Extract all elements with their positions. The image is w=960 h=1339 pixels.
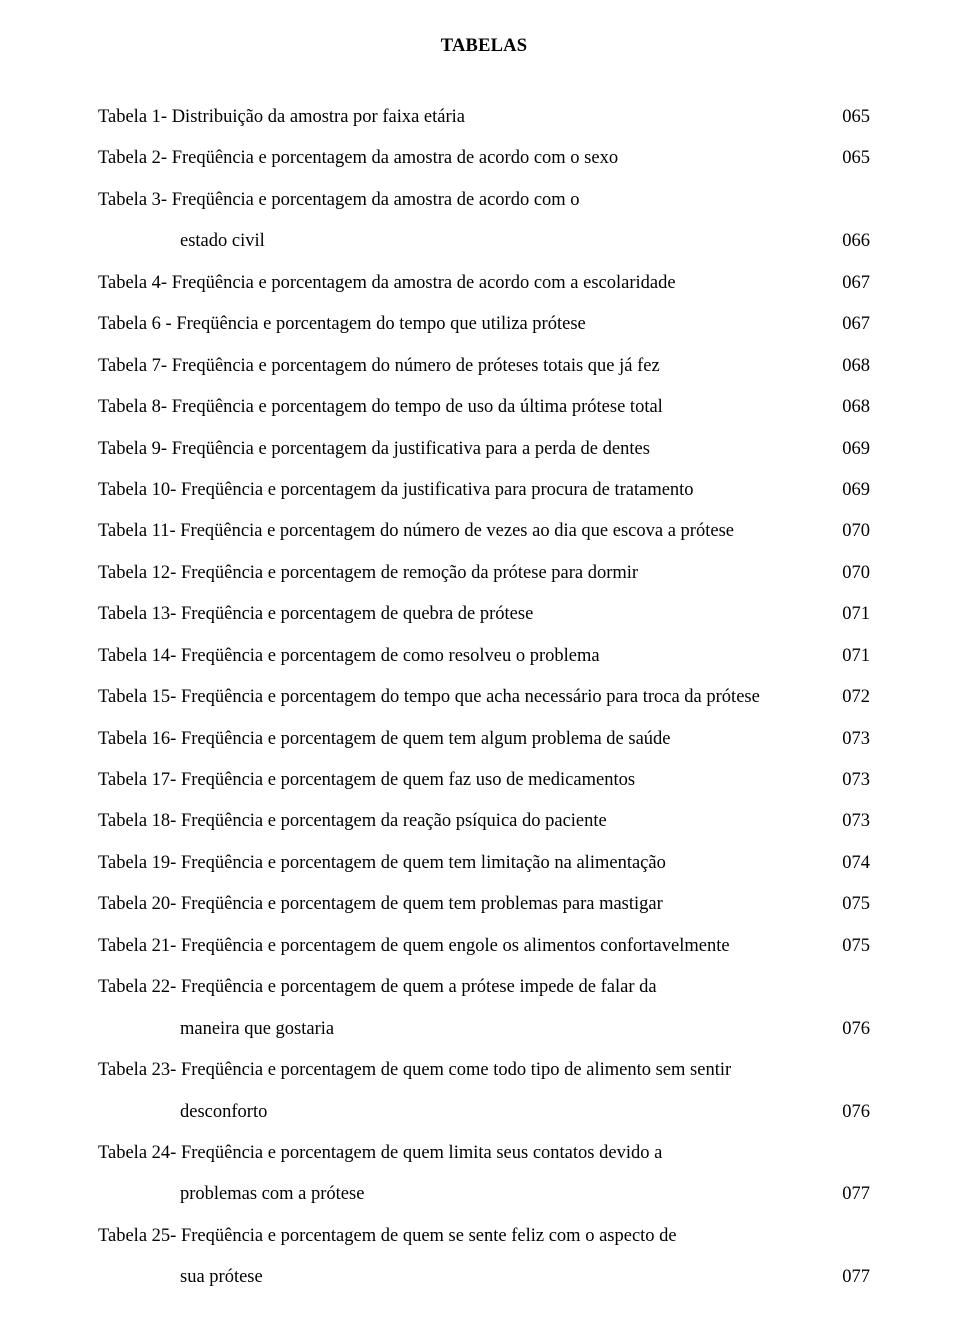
toc-entry-page: 069 [828,429,870,470]
toc-entry-page: 075 [828,926,870,967]
toc-row: Tabela 6 - Freqüência e porcentagem do t… [98,304,870,345]
toc-row: Tabela 1- Distribuição da amostra por fa… [98,97,870,138]
toc-entry-label: Tabela 16- Freqüência e porcentagem de q… [98,719,828,760]
toc-entry-label: Tabela 24- Freqüência e porcentagem de q… [98,1133,828,1174]
toc-entry-page: 077 [828,1174,870,1215]
toc-row: Tabela 10- Freqüência e porcentagem da j… [98,470,870,511]
toc-entry-page: 072 [828,677,870,718]
toc-entry-label: Tabela 15- Freqüência e porcentagem do t… [98,677,828,718]
toc-entry-page: 073 [828,719,870,760]
toc-entry-page: 071 [828,594,870,635]
toc-row: sua prótese077 [98,1257,870,1298]
toc-row: Tabela 25- Freqüência e porcentagem de q… [98,1216,870,1257]
toc-entry-page: 065 [828,97,870,138]
toc-row: Tabela 11- Freqüência e porcentagem do n… [98,511,870,552]
toc-row: Tabela 13- Freqüência e porcentagem de q… [98,594,870,635]
toc-entry-page: 070 [828,511,870,552]
toc-row: Tabela 15- Freqüência e porcentagem do t… [98,677,870,718]
toc-row: Tabela 21- Freqüência e porcentagem de q… [98,926,870,967]
toc-entry-label: Tabela 3- Freqüência e porcentagem da am… [98,180,828,221]
toc-entry-page: 076 [828,1092,870,1133]
toc-row: Tabela 14- Freqüência e porcentagem de c… [98,636,870,677]
toc-entry-page: 071 [828,636,870,677]
toc-entry-label: Tabela 7- Freqüência e porcentagem do nú… [98,346,828,387]
toc-row: problemas com a prótese077 [98,1174,870,1215]
toc-row: Tabela 8- Freqüência e porcentagem do te… [98,387,870,428]
toc-entry-label: problemas com a prótese [98,1174,828,1215]
toc-entry-label: sua prótese [98,1257,828,1298]
toc-row: Tabela 7- Freqüência e porcentagem do nú… [98,346,870,387]
toc-entry-page: 068 [828,346,870,387]
toc-entry-label: Tabela 14- Freqüência e porcentagem de c… [98,636,828,677]
toc-row: Tabela 22- Freqüência e porcentagem de q… [98,967,870,1008]
list-of-tables-title: TABELAS [98,36,870,57]
toc-entry-label: Tabela 25- Freqüência e porcentagem de q… [98,1216,828,1257]
toc-entry-label: Tabela 22- Freqüência e porcentagem de q… [98,967,828,1008]
toc-entry-label: Tabela 21- Freqüência e porcentagem de q… [98,926,828,967]
toc-entry-label: estado civil [98,221,828,262]
toc-row: Tabela 20- Freqüência e porcentagem de q… [98,884,870,925]
toc-row: Tabela 16- Freqüência e porcentagem de q… [98,719,870,760]
toc-entry-page: 077 [828,1257,870,1298]
toc-entry-label: Tabela 2- Freqüência e porcentagem da am… [98,138,828,179]
toc-entry-label: Tabela 9- Freqüência e porcentagem da ju… [98,429,828,470]
toc-entry-label: Tabela 18- Freqüência e porcentagem da r… [98,801,828,842]
toc-entry-label: Tabela 4- Freqüência e porcentagem da am… [98,263,828,304]
toc-row: Tabela 17- Freqüência e porcentagem de q… [98,760,870,801]
toc-entry-page: 065 [828,138,870,179]
toc-entry-label: maneira que gostaria [98,1009,828,1050]
toc-entry-label: Tabela 13- Freqüência e porcentagem de q… [98,594,828,635]
toc-entry-page: 073 [828,760,870,801]
document-page: TABELAS Tabela 1- Distribuição da amostr… [0,0,960,1339]
toc-row: Tabela 19- Freqüência e porcentagem de q… [98,843,870,884]
toc-row: Tabela 9- Freqüência e porcentagem da ju… [98,429,870,470]
toc-entry-label: Tabela 8- Freqüência e porcentagem do te… [98,387,828,428]
toc-entry-label: desconforto [98,1092,828,1133]
toc-row: Tabela 2- Freqüência e porcentagem da am… [98,138,870,179]
toc-row: Tabela 18- Freqüência e porcentagem da r… [98,801,870,842]
toc-entry-page: 074 [828,843,870,884]
toc-entry-page: 070 [828,553,870,594]
toc-entry-page: 068 [828,387,870,428]
toc-entry-label: Tabela 1- Distribuição da amostra por fa… [98,97,828,138]
toc-entry-page: 067 [828,263,870,304]
toc-row: desconforto076 [98,1092,870,1133]
toc-row: maneira que gostaria076 [98,1009,870,1050]
toc-entry-label: Tabela 6 - Freqüência e porcentagem do t… [98,304,828,345]
toc-entry-page: 067 [828,304,870,345]
toc-entry-label: Tabela 23- Freqüência e porcentagem de q… [98,1050,828,1091]
toc-row: Tabela 4- Freqüência e porcentagem da am… [98,263,870,304]
toc-row: estado civil066 [98,221,870,262]
toc-entry-page: 073 [828,801,870,842]
toc-entry-label: Tabela 10- Freqüência e porcentagem da j… [98,470,828,511]
toc-entry-label: Tabela 17- Freqüência e porcentagem de q… [98,760,828,801]
toc-entry-page: 066 [828,221,870,262]
toc-entry-label: Tabela 11- Freqüência e porcentagem do n… [98,511,828,552]
toc-entry-label: Tabela 19- Freqüência e porcentagem de q… [98,843,828,884]
toc-entry-page: 075 [828,884,870,925]
toc-entry-page: 069 [828,470,870,511]
toc-entry-page: 076 [828,1009,870,1050]
toc-entry-label: Tabela 12- Freqüência e porcentagem de r… [98,553,828,594]
toc-row: Tabela 23- Freqüência e porcentagem de q… [98,1050,870,1091]
toc-row: Tabela 3- Freqüência e porcentagem da am… [98,180,870,221]
entries-container: Tabela 1- Distribuição da amostra por fa… [98,97,870,1299]
toc-entry-label: Tabela 20- Freqüência e porcentagem de q… [98,884,828,925]
toc-row: Tabela 24- Freqüência e porcentagem de q… [98,1133,870,1174]
toc-row: Tabela 12- Freqüência e porcentagem de r… [98,553,870,594]
